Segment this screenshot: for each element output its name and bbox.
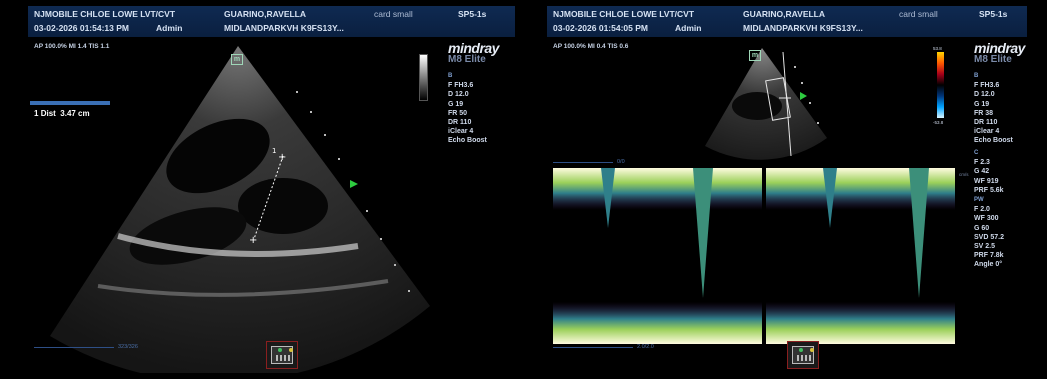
mindray-logo: mindray xyxy=(448,40,499,56)
user-label: Admin xyxy=(675,23,702,33)
probe-label: SP5-1s xyxy=(458,9,487,19)
caliper-end: + xyxy=(249,235,257,246)
doppler-velocity-unit: cm/s xyxy=(959,172,969,177)
patient-name: NJMOBILE CHLOE LOWE LVT/CVT xyxy=(553,9,695,19)
preset-label: card small xyxy=(899,9,938,19)
institution-label: MIDLANDPARKVH K9FS13Y... xyxy=(743,23,863,33)
probe-label: SP5-1s xyxy=(979,9,1008,19)
measurement-text: 1 Dist 3.47 cm xyxy=(34,109,90,118)
imaging-params-pw: PW F 2.0 WF 300 G 60 SVD 57.2 SV 2.5 PRF… xyxy=(974,197,1004,269)
operator-name: GUARINO,RAVELLA xyxy=(743,9,826,19)
doppler-top-scrollbar[interactable] xyxy=(553,162,613,163)
distance-caliper-line xyxy=(253,155,284,240)
measurement-header-bar xyxy=(30,101,110,105)
cine-frame-counter: 323/326 xyxy=(118,344,138,350)
brand-block: mindray M8 Elite xyxy=(448,40,499,65)
velocity-spike xyxy=(693,168,713,298)
imaging-params-color: C F 2.3 G 42 WF 919 PRF 5.6k xyxy=(974,150,1004,194)
exam-datetime: 03-02-2026 01:54:05 PM xyxy=(553,23,648,33)
right-ultrasound-screen: NJMOBILE CHLOE LOWE LVT/CVT GUARINO,RAVE… xyxy=(547,6,1027,373)
imaging-params: B F FH3.6 D 12.0 G 19 FR 50 DR 110 iClea… xyxy=(448,73,487,145)
right-header: NJMOBILE CHLOE LOWE LVT/CVT GUARINO,RAVE… xyxy=(547,6,1027,37)
grayscale-bar xyxy=(419,54,428,101)
patient-name: NJMOBILE CHLOE LOWE LVT/CVT xyxy=(34,9,176,19)
mindray-logo: mindray xyxy=(974,40,1025,56)
system-model: M8 Elite xyxy=(974,54,1012,65)
probe-orientation-marker: m xyxy=(231,54,243,65)
measurement-result: 1 Dist 3.47 cm xyxy=(30,101,110,123)
doppler-top-counter: 0/0 xyxy=(617,159,625,165)
brand-block: mindray M8 Elite xyxy=(974,40,1025,65)
focus-marker xyxy=(350,180,358,188)
preset-label: card small xyxy=(374,9,413,19)
institution-label: MIDLANDPARKVH K9FS13Y... xyxy=(224,23,344,33)
velocity-spike xyxy=(909,168,929,298)
focus-marker xyxy=(800,92,807,100)
b-mode-image: + + 1 xyxy=(50,46,430,373)
imaging-params-b: B F FH3.6 D 12.0 G 19 FR 38 DR 110 iClea… xyxy=(974,73,1013,145)
depth-scale xyxy=(794,66,819,124)
left-ultrasound-screen: NJMOBILE CHLOE LOWE LVT/CVT GUARINO,RAVE… xyxy=(28,6,515,373)
acoustic-output: AP 100.0% MI 1.4 TIS 1.1 xyxy=(34,43,110,50)
cine-scrollbar[interactable] xyxy=(553,347,633,348)
velocity-spike xyxy=(601,168,615,228)
color-sector-image xyxy=(705,48,827,160)
cine-scrollbar[interactable] xyxy=(34,347,114,348)
cardiac-chamber xyxy=(732,92,782,120)
caliper-index: 1 xyxy=(272,147,276,155)
color-velocity-bar xyxy=(937,52,944,118)
operator-name: GUARINO,RAVELLA xyxy=(224,9,307,19)
cardiac-chamber xyxy=(238,178,328,234)
doppler-cursor-line xyxy=(782,51,792,157)
system-model: M8 Elite xyxy=(448,54,486,65)
probe-status-icon xyxy=(787,341,819,369)
doppler-trace xyxy=(553,168,955,344)
cardiac-chamber xyxy=(166,118,270,194)
cine-frame-counter: 2.0/2.0 xyxy=(637,344,654,350)
color-roi-box xyxy=(765,77,791,121)
pericardium-echo xyxy=(117,233,359,257)
baseline-band-bottom xyxy=(553,302,955,344)
tissue-echo xyxy=(97,279,389,297)
caliper-start: + xyxy=(278,152,286,163)
user-label: Admin xyxy=(156,23,183,33)
velocity-spike xyxy=(823,168,837,228)
mode-label: B xyxy=(448,73,453,79)
left-header: NJMOBILE CHLOE LOWE LVT/CVT GUARINO,RAVE… xyxy=(28,6,515,37)
baseline-band-top xyxy=(553,168,955,210)
color-scale-max: 53.8 xyxy=(933,46,942,51)
exam-datetime: 03-02-2026 01:54:13 PM xyxy=(34,23,129,33)
probe-status-icon xyxy=(266,341,298,369)
probe-orientation-marker: m xyxy=(749,50,761,61)
color-scale-min: -53.8 xyxy=(933,120,944,125)
pw-doppler-spectrum xyxy=(553,168,955,344)
acoustic-output: AP 100.0% MI 0.4 TIS 0.6 xyxy=(553,43,629,50)
